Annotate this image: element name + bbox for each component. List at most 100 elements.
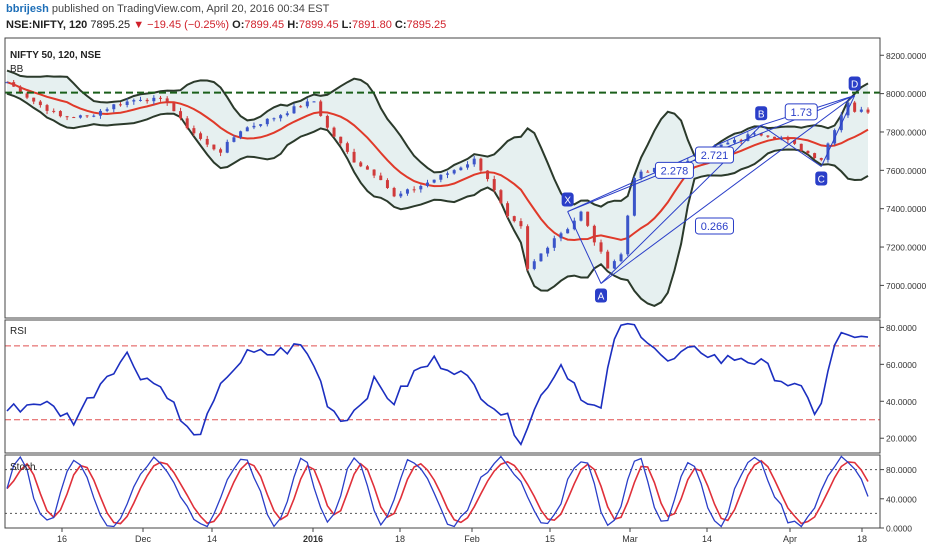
time-tick-label: 18 <box>857 534 867 544</box>
bb-lower-band <box>6 92 869 307</box>
price-candle <box>853 102 857 112</box>
price-candle <box>45 105 49 111</box>
price-candle <box>172 103 176 112</box>
price-candle <box>686 160 690 163</box>
price-candle <box>819 158 823 160</box>
axis-tick-label: 8000.0000 <box>886 89 926 99</box>
price-candle <box>245 127 249 132</box>
price-candle <box>138 99 142 101</box>
price-candle <box>606 251 610 269</box>
axis-tick-label: 20.0000 <box>886 434 917 444</box>
price-candle <box>639 171 643 178</box>
pattern-point-a: A <box>598 291 605 302</box>
price-candle <box>452 170 456 174</box>
price-candle <box>32 97 36 102</box>
price-candle <box>365 166 369 170</box>
price-candle <box>439 174 443 180</box>
pane-border <box>4 37 881 319</box>
price-candle <box>332 127 336 137</box>
price-candle <box>552 238 556 248</box>
price-candle <box>299 106 303 108</box>
pattern-point-x: X <box>564 196 571 207</box>
price-candle <box>38 101 42 106</box>
price-candle <box>412 189 416 191</box>
price-candle <box>285 113 289 116</box>
axis-tick-label: 7600.0000 <box>886 166 926 176</box>
price-candle <box>292 106 296 114</box>
price-candle <box>766 135 770 137</box>
price-candle <box>25 93 29 98</box>
price-candle <box>5 82 9 84</box>
axis-tick-label: 0.0000 <box>886 524 912 534</box>
price-candle <box>579 211 583 221</box>
price-candle <box>352 151 356 163</box>
price-candle <box>813 153 817 159</box>
price-candle <box>486 170 490 180</box>
price-candle <box>112 104 116 110</box>
price-candle <box>733 139 737 143</box>
price-candle <box>786 137 790 141</box>
axis-tick-label: 60.0000 <box>886 360 917 370</box>
axis-tick-label: 7000.0000 <box>886 281 926 291</box>
price-candle <box>719 144 723 147</box>
time-axis: 16 Dec 14 2016 18 Feb 15 Mar 14 Apr 18 <box>57 528 867 544</box>
rsi-pane <box>5 322 880 447</box>
price-candle <box>78 115 82 118</box>
price-candle <box>526 226 530 269</box>
price-candle <box>165 98 169 104</box>
axis-tick-label: 8200.0000 <box>886 51 926 61</box>
harmonic-leg <box>820 95 856 167</box>
close-label: C: <box>394 19 407 31</box>
open-label: O: <box>232 19 245 31</box>
pane-frames <box>4 37 881 529</box>
price-candle <box>859 109 863 112</box>
price-candle <box>319 101 323 116</box>
axis-tick-label: 80.0000 <box>886 465 917 475</box>
price-candle <box>325 115 329 128</box>
price-candle <box>419 185 423 190</box>
pattern-point-badge <box>848 76 861 91</box>
price-candle <box>425 182 429 186</box>
author-link[interactable]: bbrijesh <box>6 3 49 15</box>
price-candle <box>512 216 516 222</box>
stoch-pane <box>5 455 880 528</box>
price-candle <box>612 261 616 269</box>
harmonic-pattern: X A B C D 2.278 2.721 1.73 0.266 <box>561 76 861 303</box>
ratio-label: 0.266 <box>701 221 729 233</box>
price-candle <box>212 144 216 150</box>
price-candle <box>385 180 389 188</box>
high-label: H: <box>287 19 299 31</box>
price-candle <box>12 82 16 87</box>
price-candle <box>259 124 263 126</box>
ratio-label: 2.721 <box>701 150 729 162</box>
price-candle <box>219 149 223 153</box>
pattern-point-b: B <box>758 109 765 120</box>
pattern-point-badge <box>595 288 608 303</box>
published-text: published on TradingView.com, April 20, … <box>51 3 330 15</box>
price-candle <box>566 229 570 234</box>
price-candle <box>833 130 837 144</box>
price-candle <box>793 140 797 144</box>
price-candle <box>626 215 630 255</box>
price-candle <box>559 233 563 239</box>
harmonic-leg <box>567 211 602 284</box>
price-candle <box>18 86 22 94</box>
price-candle <box>239 131 243 138</box>
rsi-line <box>6 322 869 447</box>
price-candle <box>773 136 777 139</box>
price-candle <box>646 171 650 173</box>
pattern-point-badge <box>815 171 828 186</box>
open-value: 7899.45 <box>244 19 285 31</box>
price-candle <box>726 142 730 145</box>
price-candle <box>152 97 156 102</box>
pane-border <box>4 319 881 454</box>
price-candle <box>132 100 136 102</box>
price-candle <box>232 137 236 142</box>
ratio-badge <box>694 217 734 235</box>
price-candle <box>52 110 56 112</box>
pattern-point-badge <box>755 106 768 121</box>
time-tick-label: 14 <box>702 534 712 544</box>
price-candle <box>185 118 189 129</box>
